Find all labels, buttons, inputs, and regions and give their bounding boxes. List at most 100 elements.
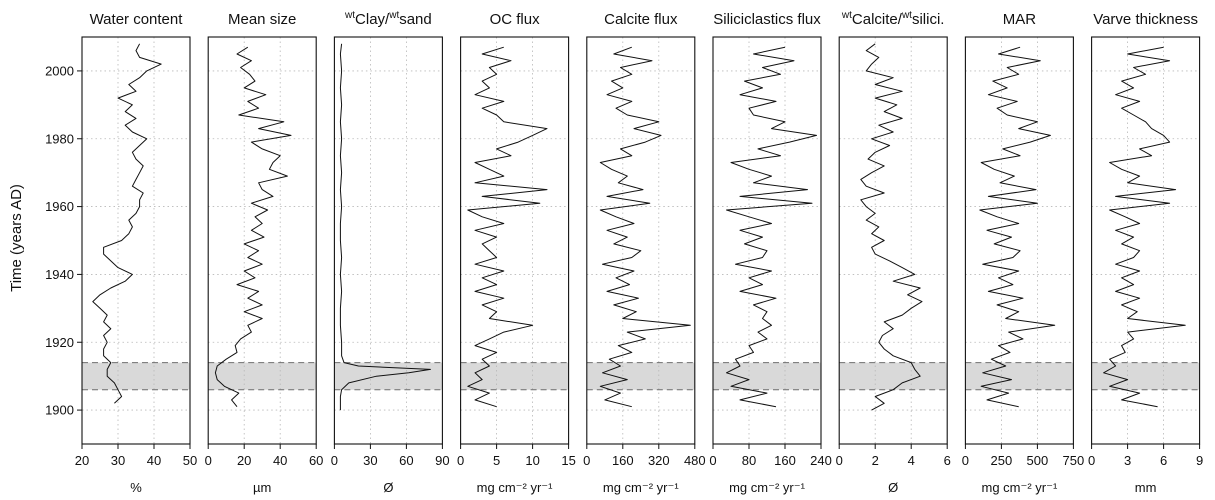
series-line [92,43,162,404]
x-tick-label: 480 [684,453,706,468]
x-unit-label: µm [253,480,271,495]
x-tick-label: 60 [309,453,323,468]
panel-title-part: wt [388,10,399,21]
panel-title-part: wt [901,10,912,21]
x-tick-label: 30 [363,453,377,468]
panel-2: 0 20 40 60 µm Mean size [205,11,324,495]
x-tick-label: 40 [273,453,287,468]
x-tick-label: 20 [237,453,251,468]
x-tick-label: 40 [147,453,161,468]
series-line [339,43,431,411]
y-tick-label: 1920 [45,335,74,350]
panel-4: 0 5 10 15 mg cm⁻² yr⁻¹ OC flux [457,11,576,495]
x-tick-label: 160 [774,453,796,468]
x-unit-label: mm [1135,480,1157,495]
panel-frame [586,36,696,445]
x-tick-label: 320 [648,453,670,468]
panel-title-part: Calcite/ [852,11,903,28]
y-tick-label: 1960 [45,199,74,214]
x-tick-label: 250 [991,453,1013,468]
x-tick-label: 0 [457,453,464,468]
panel-8: 0 250 500 750 mg cm⁻² yr⁻¹ MAR [962,11,1084,495]
x-tick-label: 6 [1160,453,1167,468]
shaded-band [334,362,443,390]
series-line [979,46,1056,408]
panel-title-part: wt [344,10,355,21]
panel-title: Calcite flux [604,11,678,28]
x-tick-label: 50 [183,453,197,468]
panel-title: wtCalcite/wtsilici. [841,10,945,28]
panel-title: wtClay/wtsand [344,10,432,28]
panel-title: Siliciclastics flux [713,11,821,28]
x-tick-label: 0 [205,453,212,468]
panel-title: Water content [90,11,184,28]
shaded-band [965,362,1074,390]
x-tick-label: 500 [1027,453,1049,468]
panel-6: 0 80 160 240 mg cm⁻² yr⁻¹ Siliciclastics flux [709,11,831,495]
panel-frame [838,36,948,445]
panel-title-part: silici. [912,11,945,28]
series-line [1103,46,1186,408]
x-tick-label: 240 [810,453,832,468]
x-tick-label: 6 [944,453,951,468]
x-tick-label: 0 [836,453,843,468]
x-unit-label: Ø [383,480,393,495]
panel-5: 0 160 320 480 mg cm⁻² yr⁻¹ Calcite flux [583,11,705,495]
x-tick-label: 15 [561,453,575,468]
panel-frame [1091,36,1201,445]
panel-1: 20 30 40 50% Water content [75,11,197,495]
x-tick-label: 60 [399,453,413,468]
shaded-band [839,362,948,390]
x-unit-label: mg cm⁻² yr⁻¹ [477,480,553,495]
x-tick-label: 4 [908,453,915,468]
shaded-band [208,362,317,390]
y-tick-label: 1940 [45,267,74,282]
panel-frame [333,36,443,445]
x-tick-label: 0 [331,453,338,468]
series-line [599,46,691,408]
panel-title-part: sand [399,11,432,28]
x-tick-label: 3 [1124,453,1131,468]
y-tick-label: 1980 [45,131,74,146]
x-tick-label: 2 [872,453,879,468]
panel-title-part: Clay/ [355,11,390,28]
shaded-band [1091,362,1200,390]
shaded-band [82,362,190,390]
series-line [214,46,292,408]
x-tick-label: 30 [111,453,125,468]
panel-frame [81,36,191,445]
x-tick-label: 90 [435,453,449,468]
x-unit-label: Ø [888,480,898,495]
x-tick-label: 0 [709,453,716,468]
series-line [726,46,817,408]
x-tick-label: 20 [75,453,89,468]
x-tick-label: 750 [1063,453,1085,468]
x-unit-label: mg cm⁻² yr⁻¹ [729,480,805,495]
x-tick-label: 10 [525,453,539,468]
y-tick-label: 1900 [45,403,74,418]
panel-frame [964,36,1074,445]
x-unit-label: mg cm⁻² yr⁻¹ [603,480,679,495]
x-tick-label: 9 [1196,453,1203,468]
panel-title: Varve thickness [1093,11,1198,28]
x-tick-label: 80 [742,453,756,468]
x-tick-label: 5 [493,453,500,468]
panel-9: 0 3 6 9 mm Varve thickness [1088,11,1203,495]
panel-frame [207,36,317,445]
shaded-band [460,362,569,390]
x-tick-label: 0 [1088,453,1095,468]
x-unit-label: mg cm⁻² yr⁻¹ [981,480,1057,495]
panel-title: MAR [1003,11,1037,28]
panel-title-part: wt [841,10,852,21]
panel-frame [460,36,570,445]
panel-frame [712,36,822,445]
x-tick-label: 0 [583,453,590,468]
x-tick-label: 160 [612,453,634,468]
y-axis-label: Time (years AD) [8,184,25,292]
x-unit-label: % [130,480,142,495]
shaded-band [713,362,821,390]
